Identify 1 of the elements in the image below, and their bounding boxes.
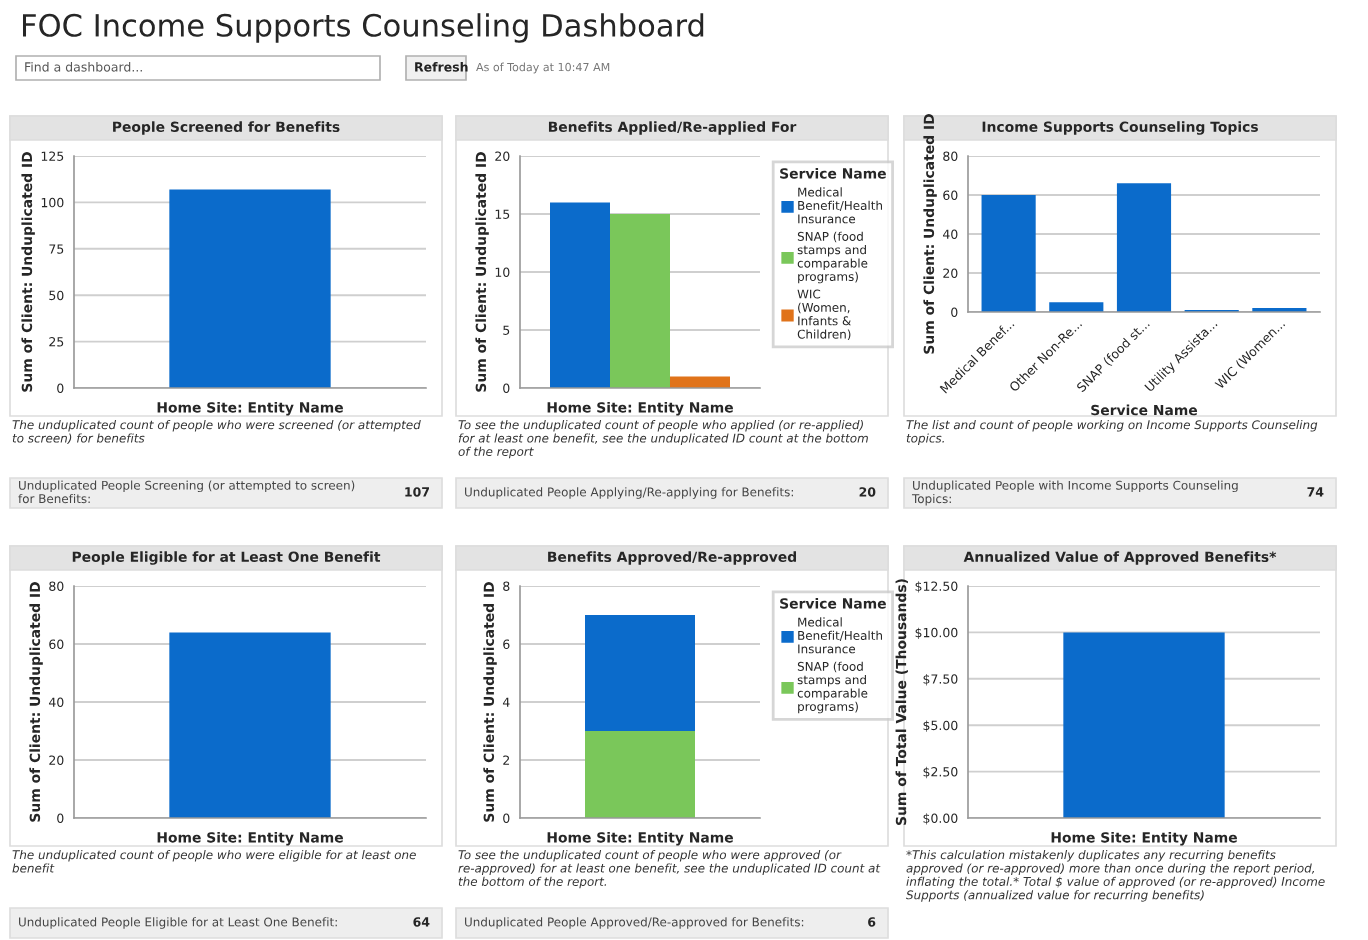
text: FOC Income Supports Counseling Dashboard <box>23 13 704 43</box>
